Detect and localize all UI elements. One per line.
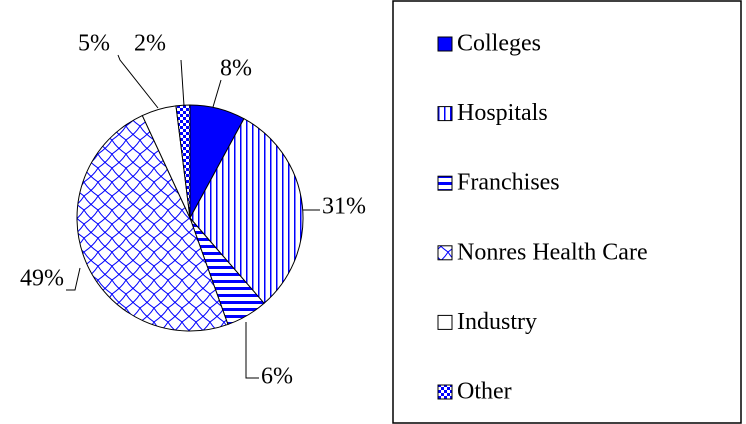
legend-marker	[437, 36, 453, 52]
leader-line	[66, 267, 81, 291]
legend-marker	[437, 106, 453, 122]
legend-label: Other	[457, 379, 512, 405]
data-label: 31%	[322, 194, 366, 220]
data-label: 6%	[261, 364, 293, 390]
legend-box	[392, 0, 742, 424]
data-label: 8%	[220, 56, 252, 82]
data-label: 49%	[20, 266, 64, 292]
leader-line	[212, 79, 222, 108]
legend-marker	[437, 314, 453, 330]
pie-slice	[175, 104, 191, 219]
leader-line	[245, 322, 259, 379]
legend-label: Hospitals	[457, 100, 548, 126]
legend-label: Nonres Health Care	[457, 239, 648, 265]
legend-label: Colleges	[457, 31, 541, 57]
leader-line	[180, 59, 185, 107]
legend-marker	[437, 245, 453, 261]
data-label: 2%	[134, 31, 166, 57]
data-label: 5%	[78, 31, 110, 57]
legend-marker	[437, 384, 453, 400]
legend-marker	[437, 175, 453, 191]
pie-slice	[76, 114, 229, 332]
pie-slice	[189, 118, 304, 305]
leader-line	[117, 54, 159, 109]
legend-label: Franchises	[457, 170, 560, 196]
legend-label: Industry	[457, 309, 537, 335]
